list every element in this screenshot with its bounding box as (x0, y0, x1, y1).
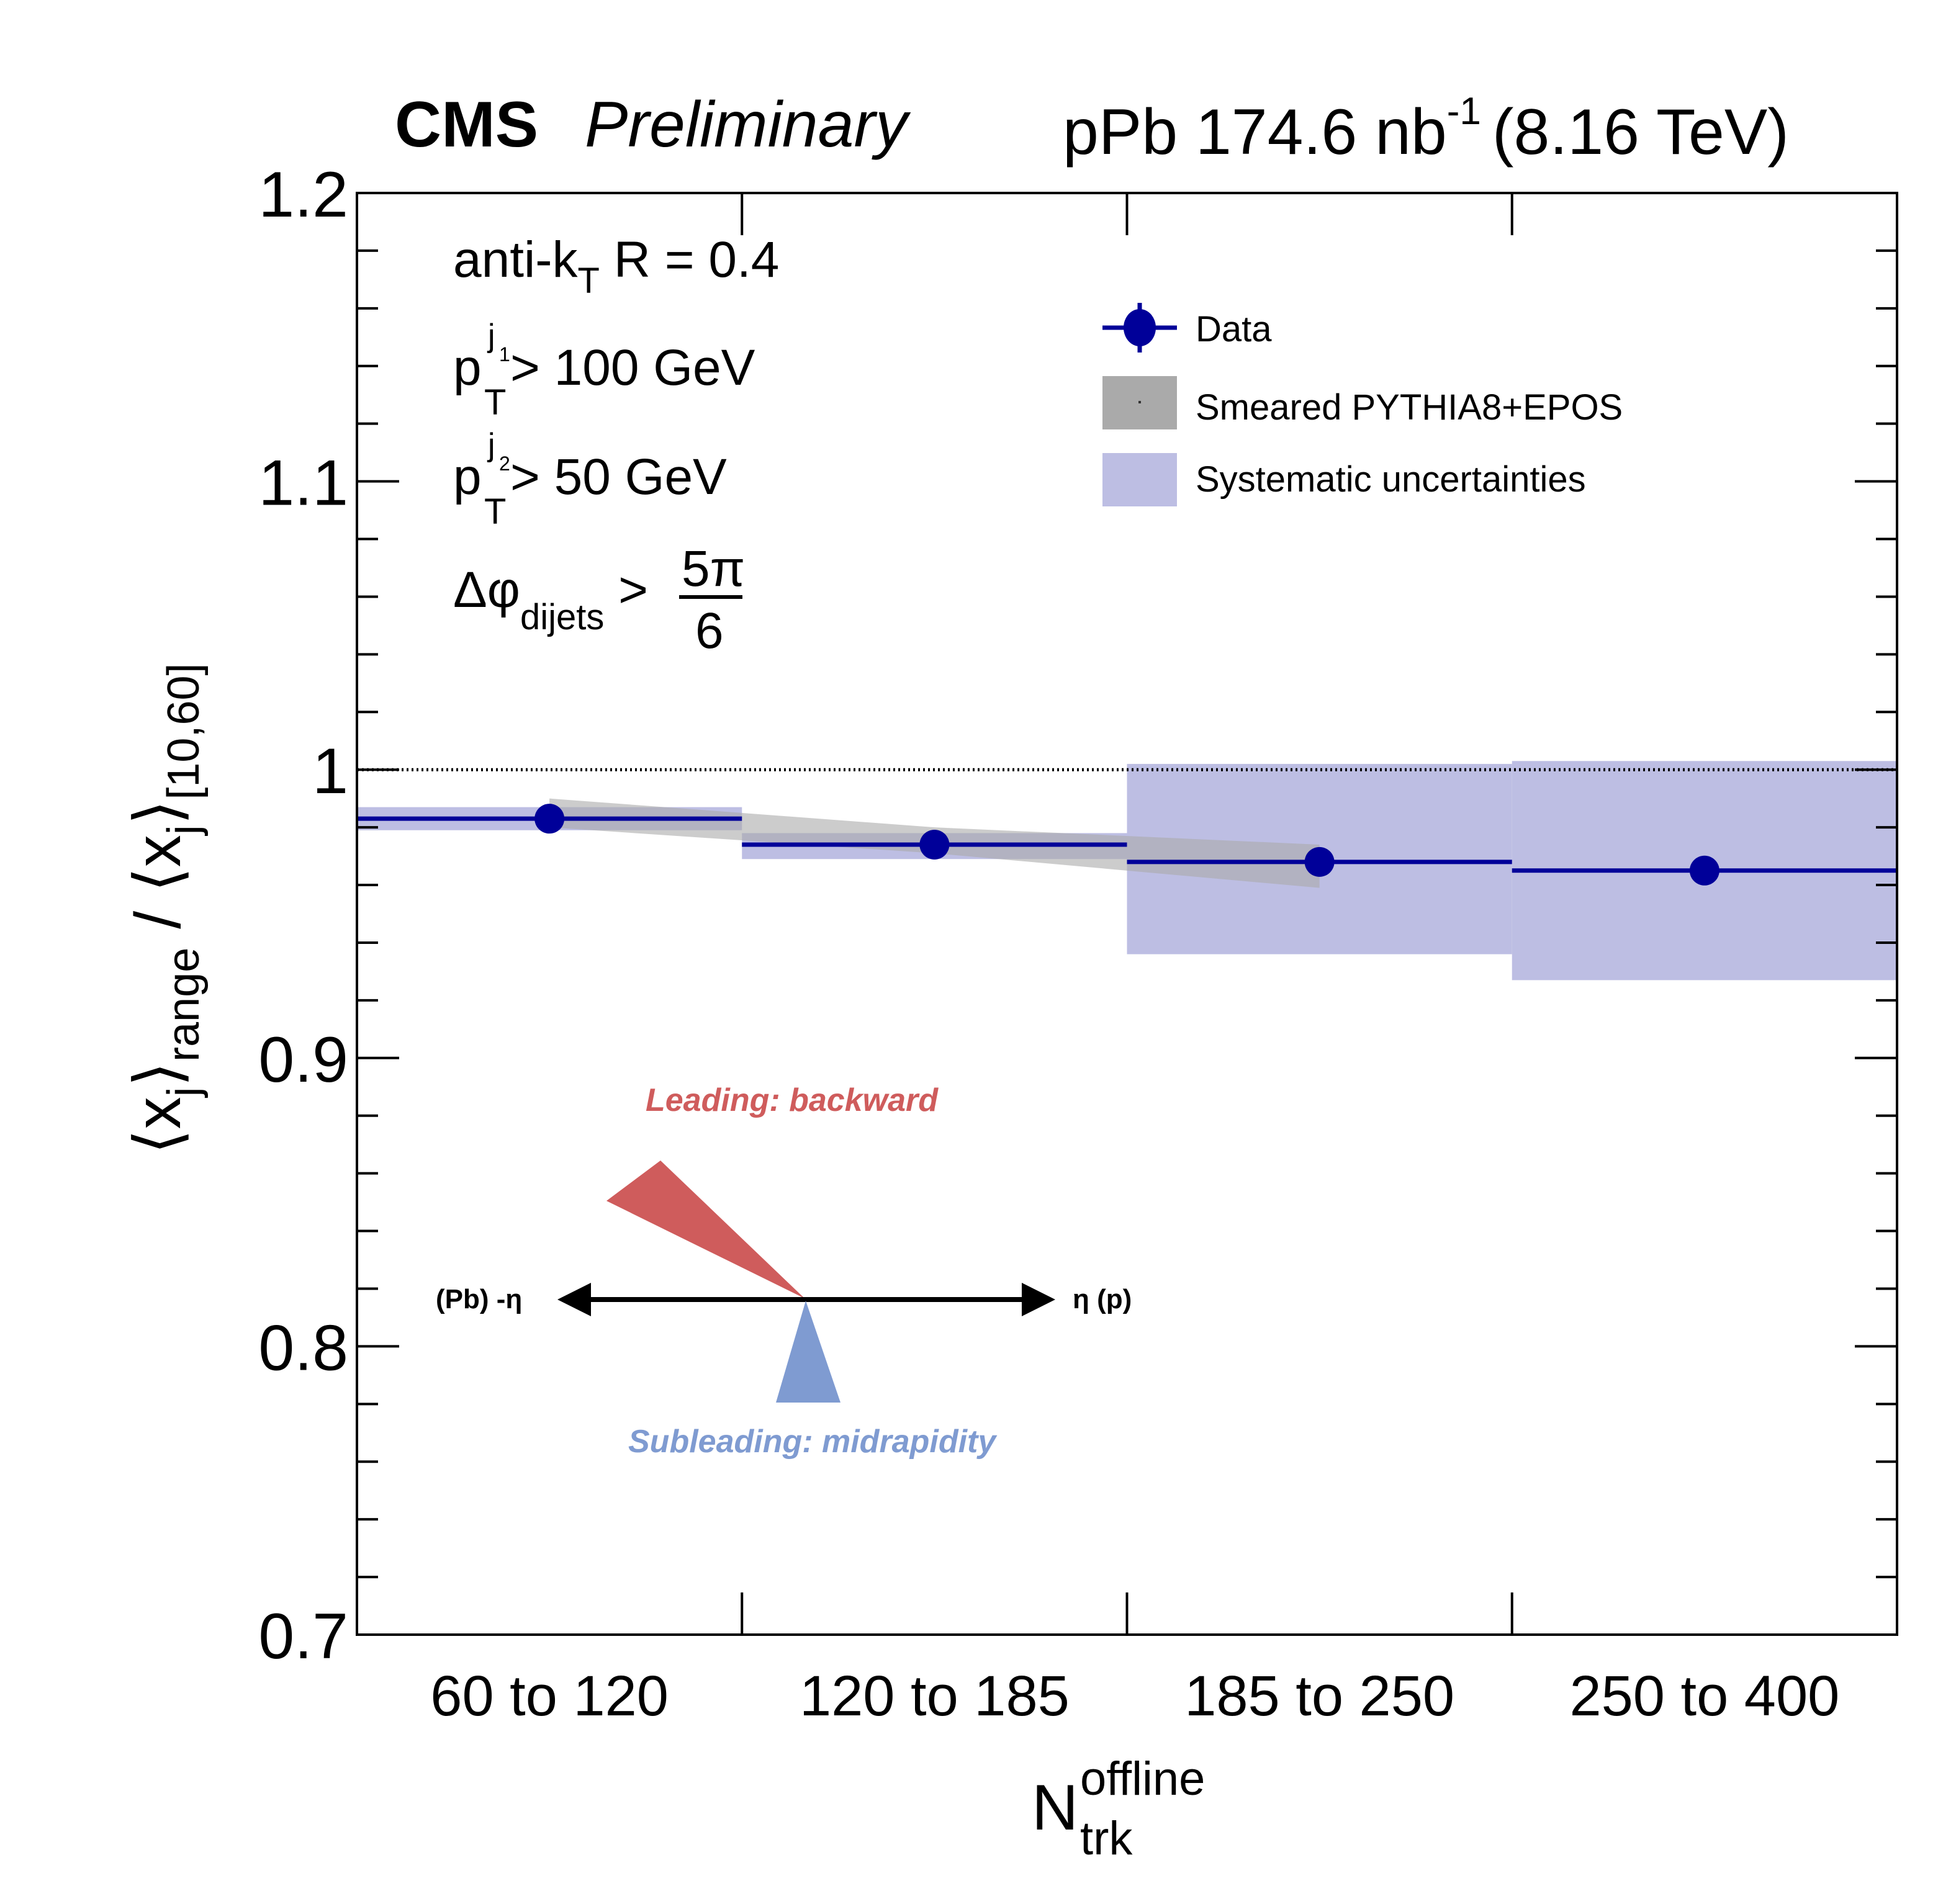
y-title-open1: ⟨x (122, 1097, 194, 1154)
leading-jet-cone-icon (606, 1161, 804, 1298)
subleading-pt-sup: j (487, 427, 495, 463)
subleading-pt-cut: p (453, 449, 482, 505)
x-axis-title-sub: trk (1080, 1812, 1133, 1865)
data-point (534, 804, 565, 834)
status-label: Preliminary (585, 89, 911, 161)
svg-text:⟨xj⟩range/⟨xj⟩[10,60]: ⟨xj⟩range/⟨xj⟩[10,60] (122, 663, 209, 1154)
y-tick-label: 0.7 (258, 1601, 348, 1673)
experiment-label: CMS (395, 89, 538, 161)
subleading-pt-supsub: 2 (499, 452, 510, 475)
lumi-exponent: -1 (1447, 90, 1481, 133)
y-tick-label: 0.9 (258, 1024, 348, 1096)
subleading-pt-sub: T (484, 492, 506, 532)
kinematics-diagram: Leading: backward (Pb) -η η (p) Subleadi… (436, 1082, 1132, 1460)
x-axis-title-main: N (1032, 1772, 1078, 1844)
y-axis-title: ⟨xj⟩range/⟨xj⟩[10,60] (122, 663, 209, 1154)
y-title-den-subsub: [10,60] (159, 663, 209, 799)
legend-item-data: Data (1102, 303, 1272, 353)
y-tick-label: 1.2 (258, 159, 348, 231)
lumi-prefix: pPb 174.6 nb (1063, 96, 1447, 168)
leading-pt-sub: T (484, 382, 506, 423)
leading-label: Leading: backward (646, 1082, 939, 1118)
x-tick-label: 120 to 185 (800, 1664, 1070, 1728)
y-tick-label: 0.8 (258, 1312, 348, 1384)
data-point (1689, 855, 1719, 886)
data-series (357, 804, 1897, 886)
legend-label-syst: Systematic uncertainties (1196, 459, 1586, 500)
y-title-num-subsub: range (159, 948, 209, 1062)
left-arrow-label: (Pb) -η (436, 1284, 522, 1314)
leading-pt-rest: > 100 GeV (510, 339, 755, 396)
legend: Data Smeared PYTHIA8+EPOS Systematic unc… (1102, 303, 1623, 506)
subleading-pt-rest: > 50 GeV (510, 449, 727, 505)
syst-swatch-icon (1102, 453, 1177, 506)
data-point (1304, 846, 1335, 877)
y-title-num-sub: j (159, 1087, 209, 1098)
x-axis-title-sup: offline (1080, 1753, 1205, 1805)
data-marker-icon (1124, 309, 1156, 346)
leading-pt-sup: j (487, 318, 495, 354)
y-title-den-sub: j (159, 825, 209, 836)
x-axis-title: N offline trk (1032, 1753, 1205, 1865)
left-arrow-icon (557, 1283, 591, 1316)
selection-annotations: anti-kT R = 0.4 p j 1 T > 100 GeV p j 2 … (453, 231, 779, 659)
energy-label: (8.16 TeV) (1492, 96, 1789, 168)
x-tick-label: 185 to 250 (1184, 1664, 1454, 1728)
lumi-label: pPb 174.6 nb-1 (8.16 TeV) (1063, 90, 1789, 168)
y-tick-label: 1 (312, 735, 348, 807)
leading-pt-supsub: 1 (499, 343, 510, 366)
dphi-frac-num: 5π (682, 541, 745, 597)
subleading-label: Subleading: midrapidity (628, 1424, 998, 1460)
right-arrow-label: η (p) (1073, 1284, 1132, 1314)
x-tick-label: 250 to 400 (1569, 1664, 1839, 1728)
x-axis-ticks: 60 to 120 120 to 185 185 to 250 250 to 400 (430, 193, 1839, 1728)
jet-algo-label: anti-kT R = 0.4 (453, 231, 779, 301)
x-tick-label: 60 to 120 (430, 1664, 669, 1728)
dphi-cut: Δφdijets > (453, 562, 648, 637)
legend-label-data: Data (1196, 309, 1272, 349)
y-title-slash: / (122, 911, 194, 929)
dphi-frac-den: 6 (695, 603, 724, 659)
data-point (919, 829, 950, 860)
legend-label-mc: Smeared PYTHIA8+EPOS (1196, 387, 1623, 428)
subleading-jet-cone-icon (776, 1301, 841, 1403)
legend-item-syst: Systematic uncertainties (1102, 453, 1586, 506)
y-axis-ticks: 0.7 0.8 0.9 1 1.1 1.2 (258, 159, 1897, 1673)
leading-pt-cut: p (453, 339, 482, 396)
y-tick-label: 1.1 (258, 447, 348, 519)
right-arrow-icon (1022, 1283, 1055, 1316)
legend-item-mc: Smeared PYTHIA8+EPOS (1102, 376, 1623, 429)
